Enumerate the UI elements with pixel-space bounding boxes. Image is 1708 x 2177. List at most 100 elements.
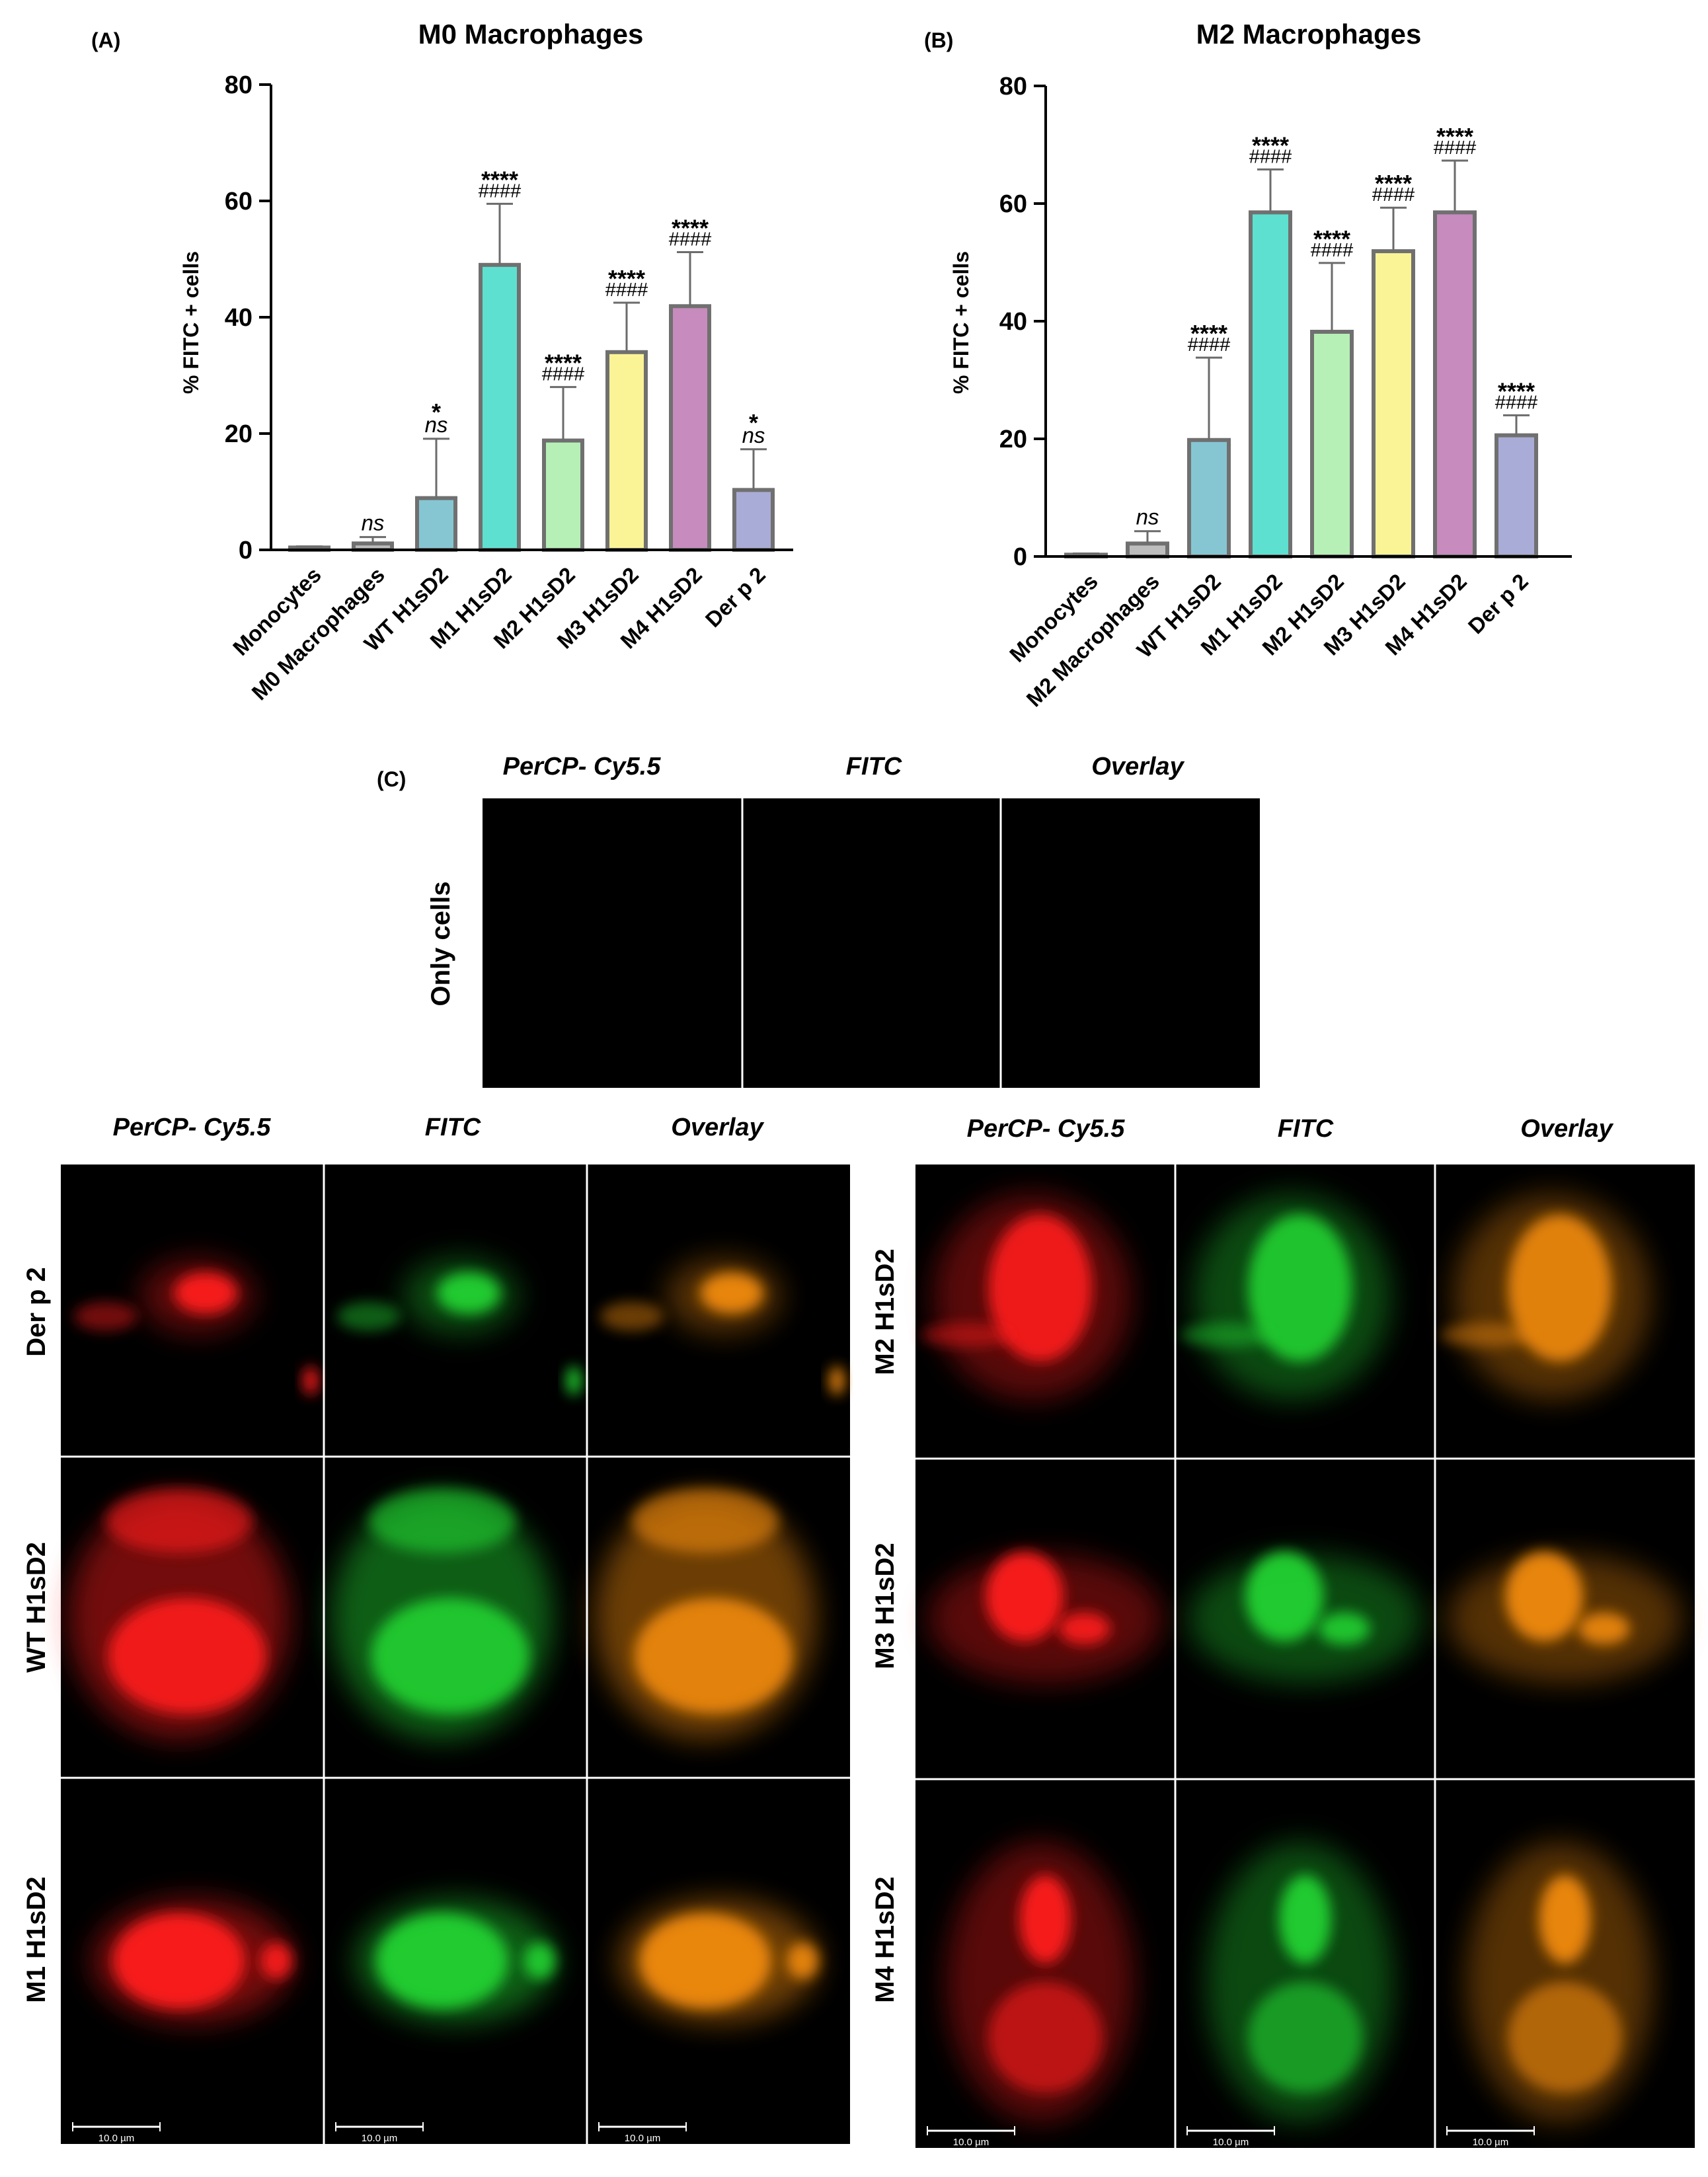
cell-signal [928,1551,1163,1683]
micrograph-panel: 10.0 µm [72,1898,293,2144]
bar [1372,249,1415,558]
significance-stars: * [749,409,758,436]
bar [415,496,457,552]
row-label-m1-h1sd2: M1 H1sD2 [22,1876,51,2003]
cell-signal [1440,1194,1651,1400]
bar [605,350,648,552]
bar [479,262,521,552]
bar [1310,330,1354,558]
significance-ns: ns [362,511,385,535]
y-tick-label: 20 [999,426,1027,453]
cell-signal [947,1841,1134,2122]
y-tick-label: 80 [999,73,1027,100]
scale-bar-label: 10.0 µm [362,2133,398,2144]
significance-hash: #### [1188,334,1231,356]
bar [1126,541,1169,558]
chart-b-y-ticks: 0 20 40 60 80 [999,73,1046,571]
micrograph-panel: 10.0 µm [927,1841,1134,2148]
control-header-fitc: FITC [846,753,902,781]
chart-a-title: M0 Macrophages [418,19,644,50]
panel-letter-a: (A) [91,28,120,52]
micrograph-panel [336,1258,582,1396]
chart-a-y-ticks: 0 20 40 60 80 [225,71,271,564]
y-tick-label: 60 [999,190,1027,218]
y-tick-label: 0 [239,537,252,564]
cell-signal [355,1898,556,2024]
scale-bar-label: 10.0 µm [625,2133,661,2144]
y-tick-label: 20 [225,420,252,448]
micrograph-panel [73,1258,319,1396]
scale-bar-label: 10.0 µm [953,2137,990,2148]
cell-signal [92,1898,293,2024]
micrograph-panel [1448,1551,1682,1683]
cell-signal [1180,1194,1391,1400]
control-image-strip [483,798,1260,1088]
bar [542,438,584,552]
scale-bar-label: 10.0 µm [98,2133,135,2144]
row-label-m4-h1sd2: M4 H1sD2 [871,1876,900,2003]
left-header-fitc: FITC [425,1114,481,1141]
bar [1433,210,1477,559]
cell-signal [594,1488,816,1739]
significance-stars: **** [672,214,709,241]
significance-hash: #### [1249,146,1292,167]
chart-b-title: M2 Macrophages [1196,19,1422,50]
cell-signal [336,1258,582,1396]
micrograph-panel [1180,1194,1391,1400]
right-header-overlay: Overlay [1520,1115,1613,1143]
left-header-percp: PerCP- Cy5.5 [113,1114,272,1141]
cell-signal [600,1258,845,1396]
significance-ns: ns [742,423,765,447]
chart-a-bars [288,262,775,553]
significance-ns: ns [425,412,448,437]
significance-hash: #### [1495,392,1538,413]
cell-signal [73,1258,319,1396]
significance-hash: #### [1372,184,1415,206]
micrograph-panel: 10.0 µm [598,1898,819,2144]
significance-stars: **** [1436,123,1473,150]
bar [669,304,711,552]
left-header-overlay: Overlay [671,1114,764,1141]
row-label-m2-h1sd2: M2 H1sD2 [871,1248,900,1375]
panel-letter-c: (C) [377,767,406,791]
bar [1249,210,1292,559]
chart-b: (B) M2 Macrophages % FITC + cells 0 20 40 6… [924,19,1572,711]
chart-a: (A) M0 Macrophages % FITC + cells 0 20 40 6… [91,19,793,705]
scale-bar-label: 10.0 µm [1473,2137,1509,2148]
significance-stars: **** [545,350,582,377]
y-tick-label: 0 [1013,543,1027,571]
cell-signal [68,1488,290,1739]
cell-signal [1206,1841,1394,2122]
significance-hash: #### [1434,137,1477,159]
right-header-fitc: FITC [1278,1115,1334,1143]
cell-signal [1188,1551,1422,1683]
micrograph-panel: 10.0 µm [335,1898,556,2144]
row-label-only-cells: Only cells [426,882,455,1007]
category-label: Der p 2 [701,562,770,632]
significance-stars: **** [481,166,518,193]
category-label: Der p 2 [1463,569,1533,638]
right-micrograph-grid: 10.0 µm 10.0 µm 10.0 µm [915,1165,1695,2148]
cell-signal [920,1194,1132,1400]
chart-b-error-bars [1073,159,1530,555]
chart-a-y-axis-label: % FITC + cells [179,251,203,394]
bar [732,488,775,552]
micrograph-panel [594,1488,816,1739]
significance-stars: **** [608,265,645,292]
significance-stars: **** [1190,320,1227,347]
micrograph-panel: 10.0 µm [1186,1841,1394,2148]
bar [1187,438,1231,559]
y-tick-label: 80 [225,71,252,99]
cell-signal [618,1898,819,2024]
significance-hash: #### [542,364,585,385]
micrograph-panel [928,1551,1163,1683]
y-tick-label: 40 [999,308,1027,336]
micrograph-panel [600,1258,845,1396]
significance-ns: ns [1136,505,1159,529]
control-header-overlay: Overlay [1091,753,1184,781]
cell-signal [1448,1551,1682,1683]
significance-stars: **** [1313,225,1350,252]
bar [1494,433,1538,558]
control-header-percp: PerCP- Cy5.5 [503,753,662,781]
